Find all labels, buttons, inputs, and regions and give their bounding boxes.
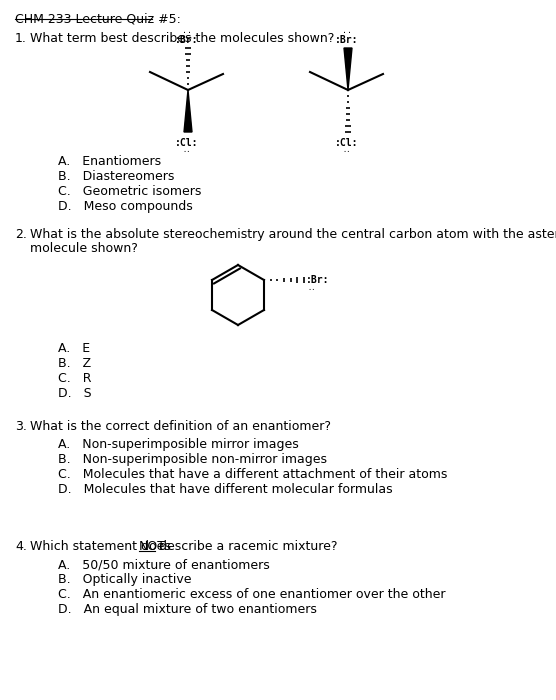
Text: 3.: 3. [15, 420, 27, 433]
Polygon shape [184, 90, 192, 132]
Text: A.   Enantiomers: A. Enantiomers [58, 155, 161, 168]
Text: B.   Z: B. Z [58, 357, 91, 370]
Text: :Br:: :Br: [175, 35, 198, 45]
Text: CHM 233 Lecture Quiz #5:: CHM 233 Lecture Quiz #5: [15, 12, 181, 25]
Text: What term best describes the molecules shown?: What term best describes the molecules s… [30, 32, 334, 45]
Text: 2.: 2. [15, 228, 27, 241]
Text: ..: .. [342, 26, 352, 35]
Text: What is the correct definition of an enantiomer?: What is the correct definition of an ena… [30, 420, 331, 433]
Text: ..: .. [183, 147, 191, 153]
Text: D.   Molecules that have different molecular formulas: D. Molecules that have different molecul… [58, 483, 393, 496]
Text: NOT: NOT [139, 540, 166, 553]
Text: B.   Diastereomers: B. Diastereomers [58, 170, 175, 183]
Text: describe a racemic mixture?: describe a racemic mixture? [155, 540, 337, 553]
Polygon shape [344, 48, 352, 90]
Text: C.   Molecules that have a different attachment of their atoms: C. Molecules that have a different attac… [58, 468, 448, 481]
Text: A.   E: A. E [58, 342, 90, 355]
Text: ..: .. [342, 147, 351, 153]
Text: What is the absolute stereochemistry around the central carbon atom with the ast: What is the absolute stereochemistry aro… [30, 228, 556, 241]
Text: D.   An equal mixture of two enantiomers: D. An equal mixture of two enantiomers [58, 603, 317, 616]
Text: Which statement does: Which statement does [30, 540, 175, 553]
Text: :Br:: :Br: [335, 35, 359, 45]
Text: :Cl:: :Cl: [175, 138, 198, 148]
Text: ..: .. [307, 285, 315, 291]
Text: ..: .. [182, 26, 192, 35]
Text: molecule shown?: molecule shown? [30, 242, 138, 255]
Text: A.   50/50 mixture of enantiomers: A. 50/50 mixture of enantiomers [58, 558, 270, 571]
Text: B.   Optically inactive: B. Optically inactive [58, 573, 191, 586]
Text: B.   Non-superimposible non-mirror images: B. Non-superimposible non-mirror images [58, 453, 327, 466]
Text: 4.: 4. [15, 540, 27, 553]
Text: A.   Non-superimposible mirror images: A. Non-superimposible mirror images [58, 438, 299, 451]
Text: 1.: 1. [15, 32, 27, 45]
Text: C.   R: C. R [58, 372, 92, 385]
Text: D.   S: D. S [58, 387, 92, 400]
Text: D.   Meso compounds: D. Meso compounds [58, 200, 193, 213]
Text: :Cl:: :Cl: [335, 138, 359, 148]
Text: C.   Geometric isomers: C. Geometric isomers [58, 185, 201, 198]
Text: :Br:: :Br: [306, 275, 330, 285]
Text: C.   An enantiomeric excess of one enantiomer over the other: C. An enantiomeric excess of one enantio… [58, 588, 445, 601]
